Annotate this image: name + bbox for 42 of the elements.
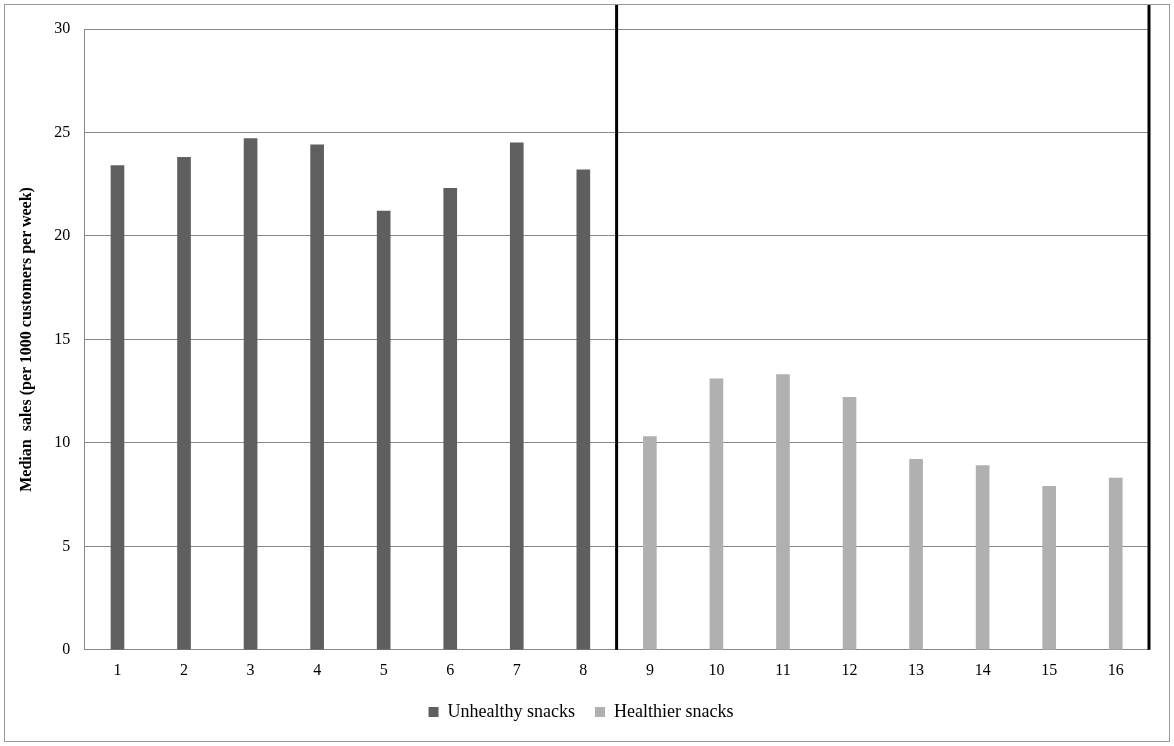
y-axis-title: Median sales (per 1000 customers per week): [16, 187, 35, 492]
y-tick-label: 15: [54, 329, 71, 347]
bar: [975, 465, 990, 650]
bar: [776, 374, 790, 650]
x-tick-label: 16: [1107, 660, 1124, 678]
y-tick-label: 0: [62, 640, 71, 657]
x-tick-label: 1: [113, 660, 122, 678]
bar: [909, 459, 923, 650]
x-tick-label: 2: [180, 660, 189, 678]
x-tick-label: 9: [645, 660, 654, 678]
y-tick-label: 25: [54, 122, 71, 140]
x-tick-label: 4: [313, 660, 322, 678]
x-tick-label: 12: [841, 660, 858, 678]
bar: [509, 142, 524, 650]
bar: [443, 188, 458, 650]
bar: [110, 165, 125, 650]
y-tick-label: 10: [54, 433, 71, 451]
bar: [177, 156, 191, 650]
y-tick-label: 20: [54, 226, 71, 244]
bar: [1042, 485, 1057, 650]
x-tick-label: 5: [379, 660, 388, 678]
x-tick-label: 7: [512, 660, 521, 678]
bar: [243, 138, 258, 650]
x-tick-label: 14: [974, 660, 991, 678]
x-tick-label: 3: [246, 660, 255, 678]
x-tick-label: 13: [908, 660, 925, 678]
x-tick-label: 10: [708, 660, 725, 678]
bar: [1108, 477, 1123, 650]
legend-label: Healthier snacks: [614, 700, 734, 721]
bar: [310, 144, 324, 650]
x-tick-label: 6: [446, 660, 455, 678]
y-tick-label: 5: [62, 536, 71, 554]
bar: [709, 378, 724, 650]
legend-label: Unhealthy snacks: [447, 700, 576, 721]
bar: [576, 169, 591, 650]
x-tick-label: 8: [579, 660, 588, 678]
bar: [842, 397, 857, 650]
bar: [643, 436, 657, 650]
x-tick-label: 15: [1041, 660, 1058, 678]
bar: [376, 210, 391, 650]
x-tick-label: 11: [775, 660, 791, 678]
y-tick-label: 30: [54, 19, 71, 37]
